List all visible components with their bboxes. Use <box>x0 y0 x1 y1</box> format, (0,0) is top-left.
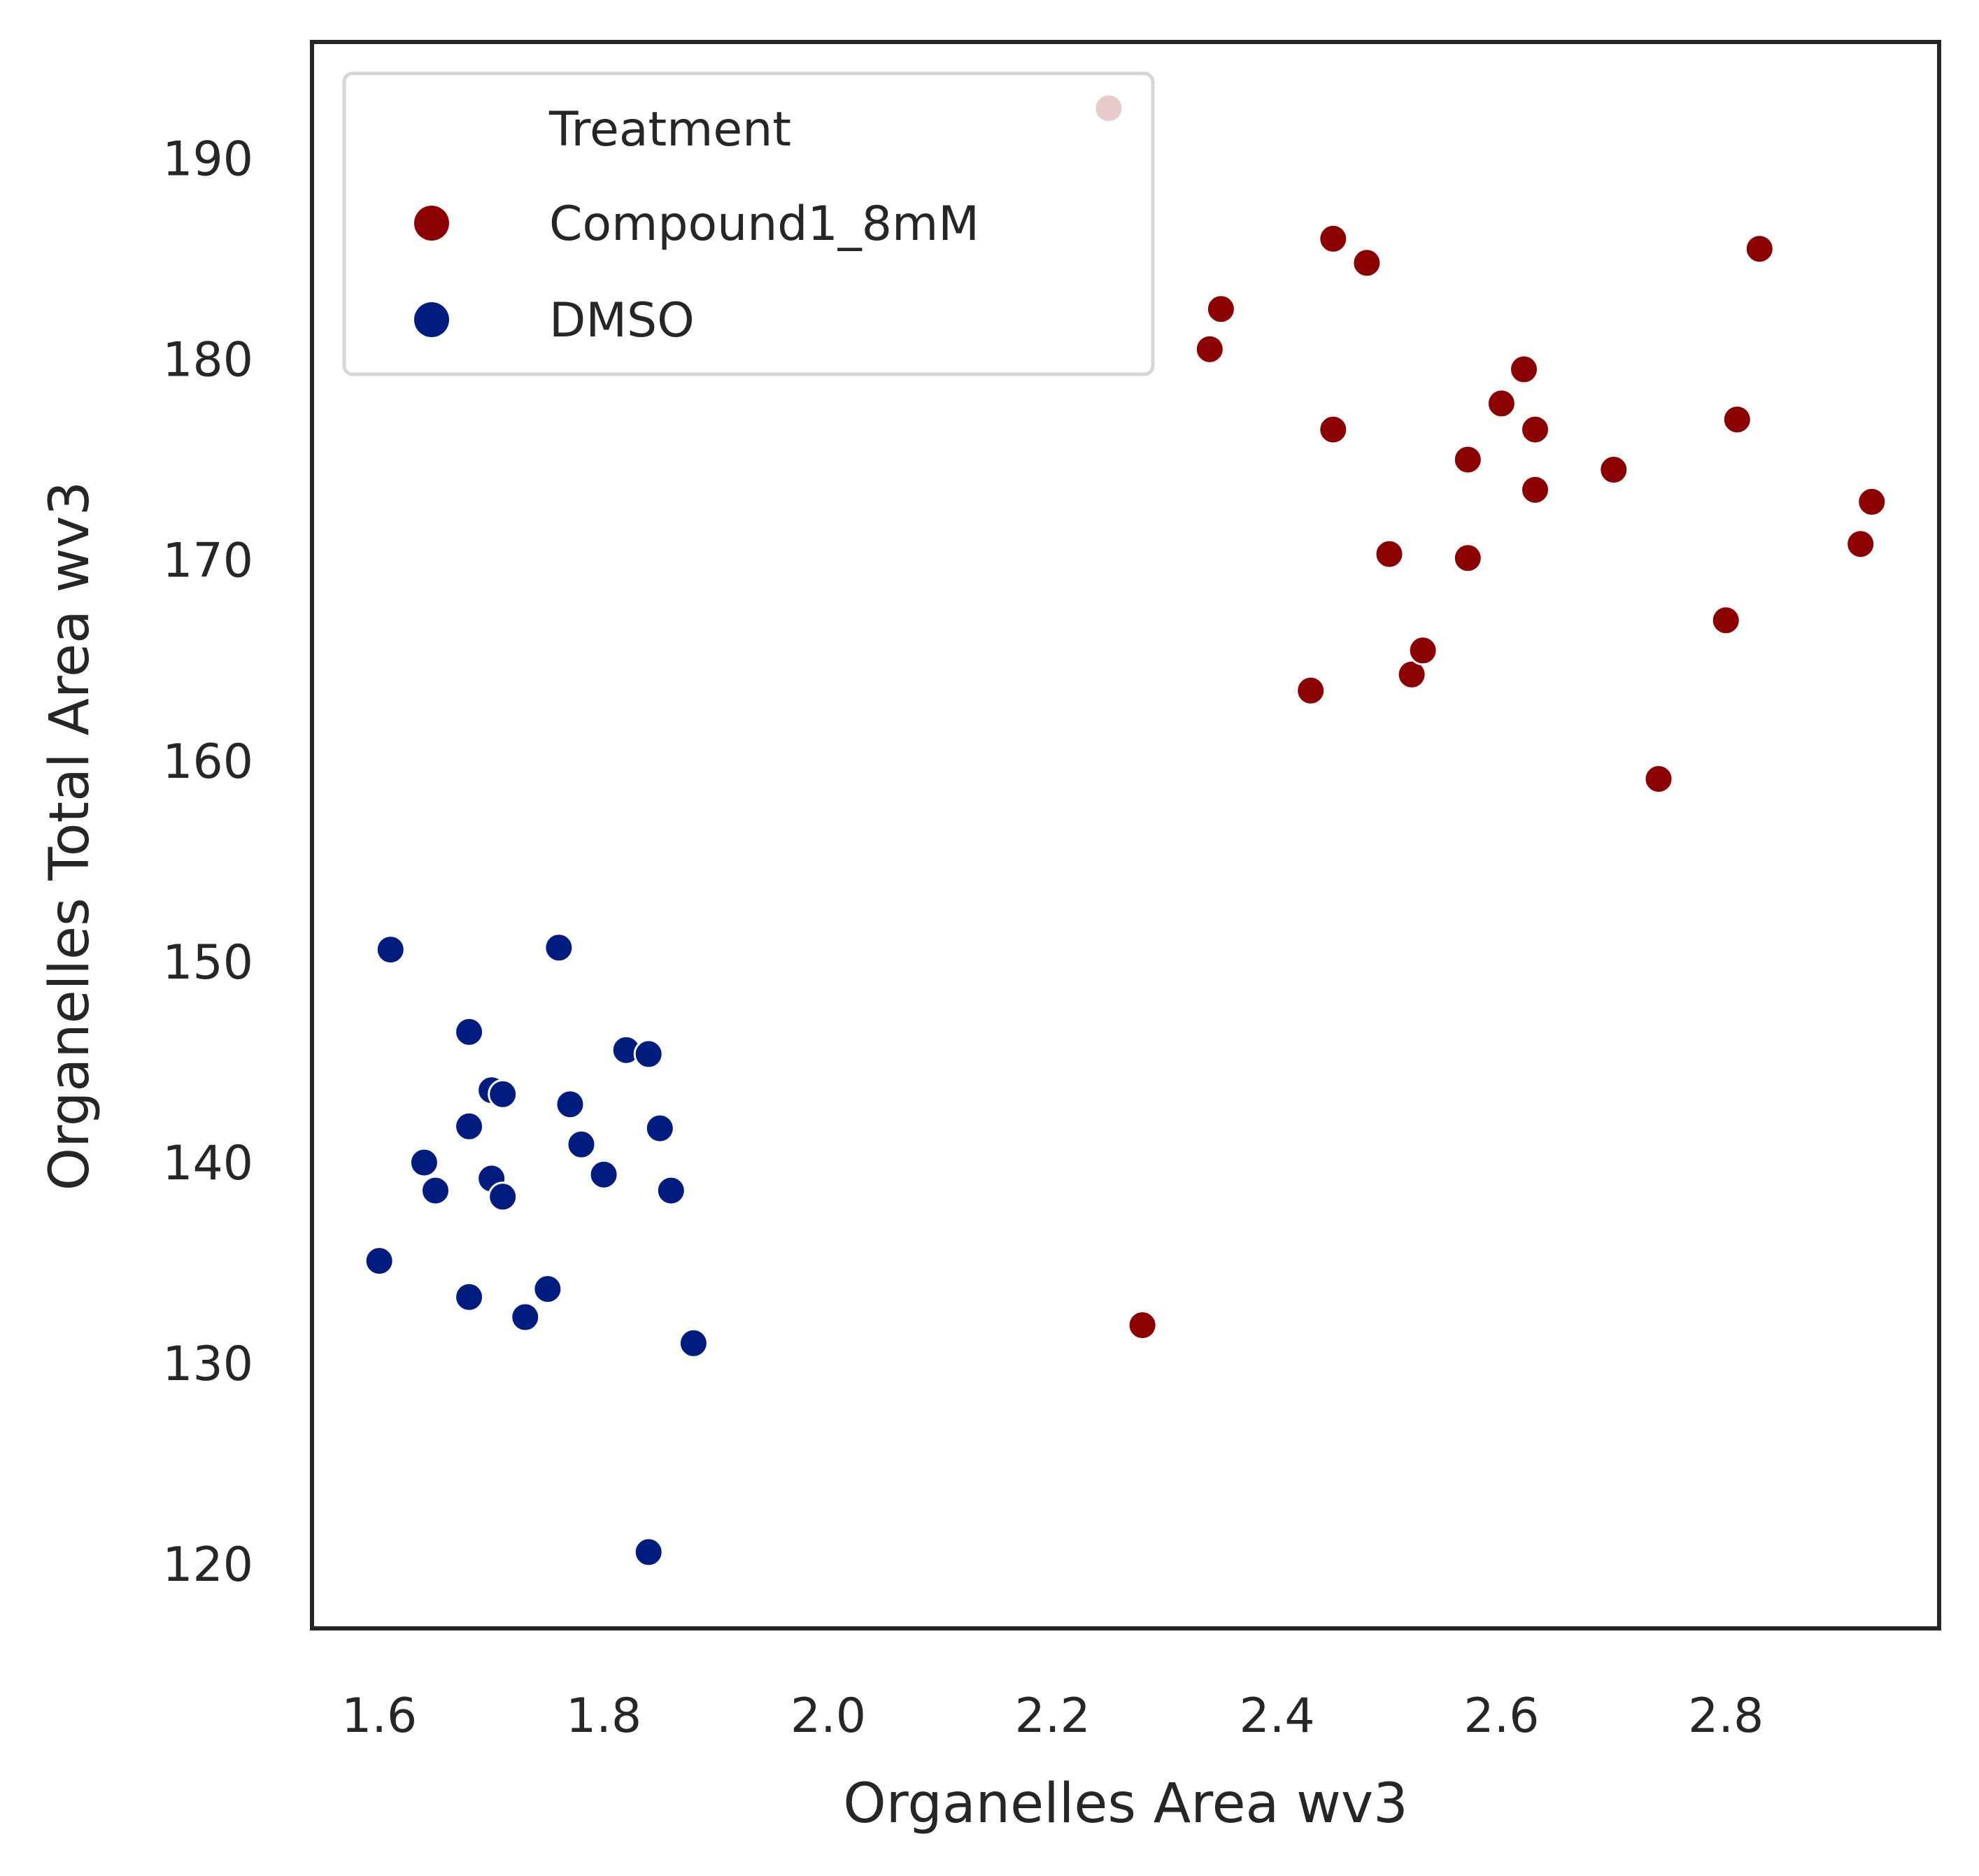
x-tick-label: 1.8 <box>566 1689 641 1744</box>
point-dmso-18 <box>633 1039 664 1070</box>
point-dmso-10 <box>488 1079 518 1109</box>
point-compound1-8mm-7 <box>1374 539 1405 569</box>
point-compound1-8mm-12 <box>1486 388 1517 419</box>
point-dmso-20 <box>655 1175 686 1206</box>
x-tick-label: 2.0 <box>790 1689 866 1744</box>
point-compound1-8mm-13 <box>1509 354 1539 385</box>
point-compound1-8mm-18 <box>1710 605 1741 636</box>
y-tick-labels: 120 130 140 150 160 170 180 190 <box>162 132 253 1593</box>
point-compound1-8mm-23 <box>1127 1310 1158 1340</box>
point-dmso-0 <box>375 935 406 965</box>
point-dmso-22 <box>633 1537 664 1568</box>
point-compound1-8mm-17 <box>1643 764 1674 795</box>
point-dmso-5 <box>454 1111 485 1142</box>
point-compound1-8mm-2 <box>1205 294 1236 325</box>
plot-frame <box>310 40 1941 1630</box>
x-tick-labels: 1.6 1.8 2.0 2.2 2.4 2.6 2.8 <box>341 1689 1764 1744</box>
y-tick-label: 160 <box>162 734 253 790</box>
legend-title: Treatment <box>548 102 791 157</box>
legend-box <box>342 71 1155 376</box>
point-dmso-3 <box>420 1175 451 1206</box>
legend-label-compound1-8mm: Compound1_8mM <box>549 197 979 252</box>
point-compound1-8mm-14 <box>1520 414 1550 445</box>
y-tick-label: 140 <box>162 1136 253 1191</box>
point-compound1-8mm-4 <box>1318 223 1349 254</box>
y-tick-label: 120 <box>162 1537 253 1593</box>
x-tick-label: 2.2 <box>1015 1689 1091 1744</box>
y-tick-label: 180 <box>162 333 253 388</box>
point-dmso-1 <box>364 1246 395 1277</box>
point-compound1-8mm-11 <box>1452 444 1483 475</box>
point-compound1-8mm-8 <box>1396 659 1427 690</box>
legend-marker-dmso <box>414 302 449 337</box>
legend-marker-compound1-8mm <box>414 206 449 241</box>
point-dmso-2 <box>409 1147 439 1178</box>
x-tick-label: 2.8 <box>1688 1689 1764 1744</box>
point-compound1-8mm-10 <box>1452 543 1483 574</box>
point-compound1-8mm-9 <box>1407 635 1438 666</box>
point-dmso-9 <box>488 1181 518 1212</box>
point-dmso-21 <box>678 1328 709 1358</box>
x-tick-label: 2.6 <box>1463 1689 1539 1744</box>
points-layer <box>364 93 1887 1568</box>
point-compound1-8mm-20 <box>1744 234 1775 264</box>
x-tick-label: 1.6 <box>341 1689 417 1744</box>
point-compound1-8mm-22 <box>1857 486 1887 517</box>
point-dmso-4 <box>454 1016 485 1047</box>
y-tick-label: 170 <box>162 534 253 589</box>
y-tick-label: 130 <box>162 1337 253 1392</box>
y-axis-label: Organelles Total Area wv3 <box>38 481 101 1191</box>
point-dmso-15 <box>566 1129 597 1160</box>
y-tick-label: 190 <box>162 132 253 187</box>
point-compound1-8mm-21 <box>1845 529 1876 560</box>
point-dmso-11 <box>510 1302 541 1333</box>
point-compound1-8mm-19 <box>1722 404 1752 435</box>
point-dmso-13 <box>544 932 574 963</box>
point-dmso-16 <box>588 1159 619 1190</box>
x-tick-label: 2.4 <box>1240 1689 1315 1744</box>
y-tick-label: 150 <box>162 935 253 990</box>
legend: Treatment Compound1_8mM DMSO <box>342 71 1155 376</box>
point-compound1-8mm-15 <box>1520 474 1550 505</box>
x-axis-label: Organelles Area wv3 <box>843 1772 1407 1835</box>
point-dmso-12 <box>532 1274 563 1305</box>
legend-label-dmso: DMSO <box>549 293 695 348</box>
point-compound1-8mm-1 <box>1194 334 1225 364</box>
point-compound1-8mm-5 <box>1318 414 1349 445</box>
point-compound1-8mm-16 <box>1598 455 1629 485</box>
point-dmso-6 <box>454 1281 485 1312</box>
point-dmso-14 <box>555 1089 586 1120</box>
point-compound1-8mm-3 <box>1296 675 1326 706</box>
point-dmso-19 <box>644 1113 675 1144</box>
point-compound1-8mm-6 <box>1352 248 1382 278</box>
